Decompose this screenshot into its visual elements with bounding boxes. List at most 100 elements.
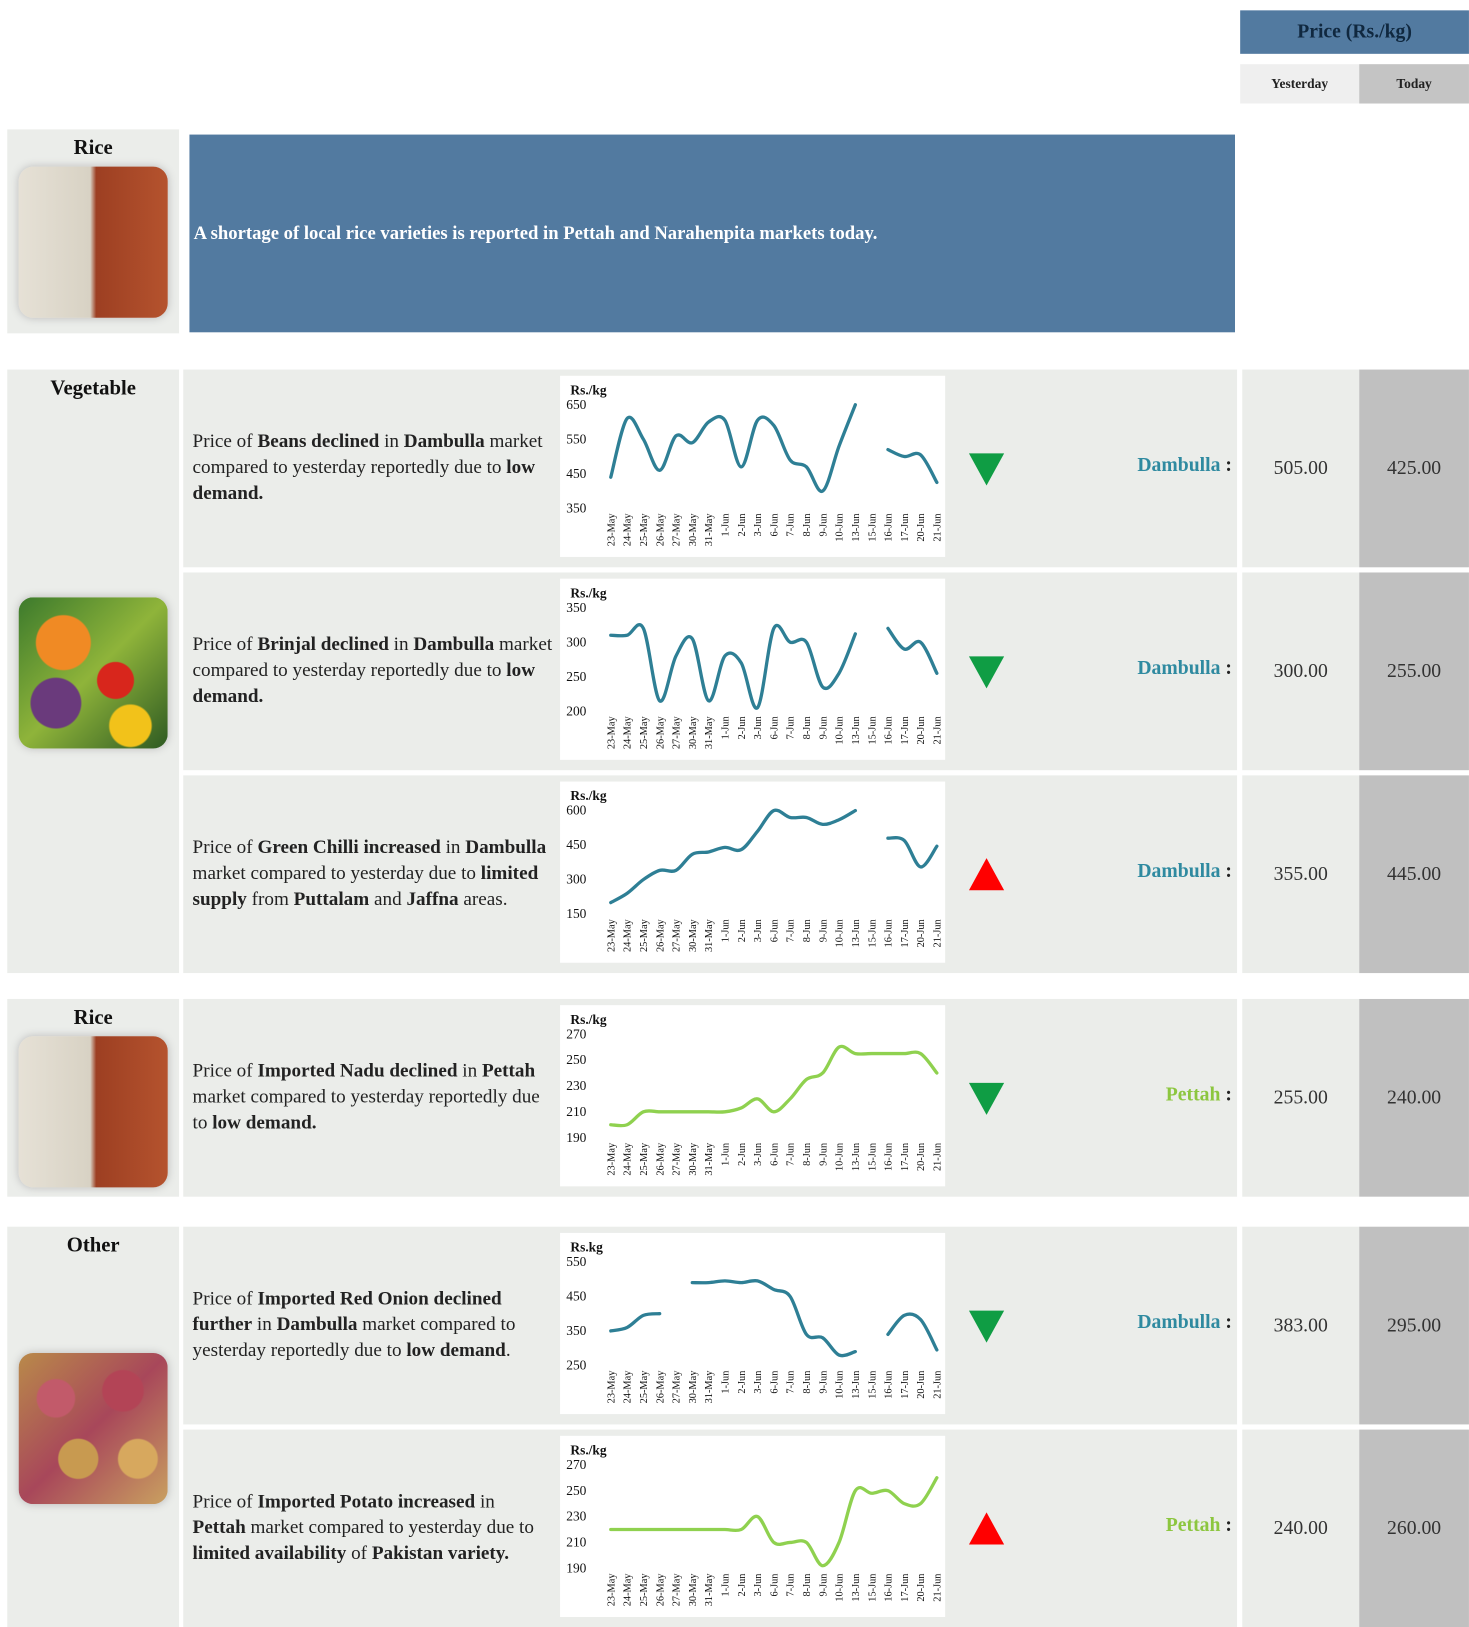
x-tick-label: 7-Jun <box>786 716 797 740</box>
market-separator: : <box>1225 454 1232 476</box>
page: Price (Rs./kg)YesterdayTodayRiceA shorta… <box>0 0 1469 1623</box>
description-text: Price of Imported Nadu declined in Petta… <box>193 1059 553 1137</box>
yesterday-price: 505.00 <box>1242 454 1359 483</box>
x-tick-label: 8-Jun <box>802 918 813 942</box>
x-tick-label: 20-Jun <box>916 1370 927 1399</box>
y-tick-label: 190 <box>566 1560 586 1575</box>
price-line <box>611 810 937 902</box>
text: Price of <box>193 635 258 656</box>
x-tick-label: 7-Jun <box>786 1370 797 1394</box>
x-tick-label: 17-Jun <box>900 918 911 947</box>
bold-text: Imported Potato increased <box>257 1492 475 1513</box>
y-axis-label: Rs./kg <box>570 1012 606 1027</box>
x-tick-label: 26-May <box>655 1370 666 1404</box>
bold-text: Green Chilli increased <box>257 837 440 858</box>
y-tick-label: 210 <box>566 1104 586 1119</box>
x-tick-label: 10-Jun <box>835 918 846 947</box>
x-tick-label: 16-Jun <box>884 716 895 745</box>
x-tick-label: 21-Jun <box>932 1142 943 1171</box>
category-image <box>19 1036 168 1187</box>
text: and <box>369 889 406 910</box>
x-tick-label: 15-Jun <box>867 513 878 542</box>
x-tick-label: 9-Jun <box>818 716 829 740</box>
bold-text: Puttalam <box>294 889 370 910</box>
x-tick-label: 23-May <box>606 513 617 547</box>
x-tick-label: 24-May <box>623 513 634 547</box>
x-tick-label: 16-Jun <box>884 918 895 947</box>
x-tick-label: 3-Jun <box>753 918 764 942</box>
x-tick-label: 21-Jun <box>932 1573 943 1602</box>
x-tick-label: 31-May <box>704 918 715 952</box>
description-text: Price of Imported Potato increased in Pe… <box>193 1490 553 1568</box>
x-tick-label: 2-Jun <box>737 1142 748 1166</box>
x-tick-label: 17-Jun <box>900 1370 911 1399</box>
x-tick-label: 21-Jun <box>932 1370 943 1399</box>
yesterday-header: Yesterday <box>1240 64 1359 103</box>
up-arrow <box>969 858 1004 890</box>
x-tick-label: 20-Jun <box>916 1142 927 1171</box>
bold-text: Imported Nadu declined <box>257 1061 457 1082</box>
x-tick-label: 24-May <box>623 918 634 952</box>
y-tick-label: 230 <box>566 1509 586 1524</box>
bold-text: Dambulla <box>277 1315 358 1336</box>
y-axis-label: Rs.kg <box>570 1240 603 1255</box>
x-tick-label: 9-Jun <box>818 1573 829 1597</box>
market-separator: : <box>1225 657 1232 679</box>
y-tick-label: 150 <box>566 906 586 921</box>
x-tick-label: 13-Jun <box>851 1142 862 1171</box>
bold-text: limited availability <box>193 1543 347 1564</box>
x-tick-label: 8-Jun <box>802 716 813 740</box>
x-tick-label: 26-May <box>655 716 666 750</box>
x-tick-label: 17-Jun <box>900 1142 911 1171</box>
x-tick-label: 10-Jun <box>835 1142 846 1171</box>
x-tick-label: 30-May <box>688 513 699 547</box>
x-tick-label: 21-Jun <box>932 716 943 745</box>
bold-text: low demand. <box>212 1113 316 1134</box>
x-tick-label: 17-Jun <box>900 513 911 542</box>
y-axis-label: Rs./kg <box>570 585 606 600</box>
y-axis-label: Rs./kg <box>570 788 606 803</box>
down-arrow <box>969 1083 1004 1115</box>
y-tick-label: 270 <box>566 1026 586 1041</box>
x-tick-label: 25-May <box>639 716 650 750</box>
y-tick-label: 250 <box>566 1358 586 1373</box>
x-tick-label: 26-May <box>655 1573 666 1607</box>
today-header: Today <box>1359 64 1469 103</box>
x-tick-label: 30-May <box>688 1573 699 1607</box>
y-tick-label: 650 <box>566 397 586 412</box>
yesterday-price: 255.00 <box>1242 1084 1359 1113</box>
x-tick-label: 2-Jun <box>737 716 748 740</box>
x-tick-label: 6-Jun <box>769 918 780 942</box>
x-tick-label: 20-Jun <box>916 1573 927 1602</box>
price-line <box>611 1046 937 1125</box>
text: from <box>247 889 294 910</box>
description: Price of Beans declined in Dambulla mark… <box>193 370 553 568</box>
x-tick-label: 2-Jun <box>737 918 748 942</box>
y-tick-label: 190 <box>566 1130 586 1145</box>
category-title: Vegetable <box>7 374 179 403</box>
x-tick-label: 8-Jun <box>802 1573 813 1597</box>
bold-text: Dambulla <box>413 635 494 656</box>
market: Pettah : <box>1025 1514 1232 1543</box>
y-tick-label: 270 <box>566 1457 586 1472</box>
market: Dambulla : <box>1025 657 1232 686</box>
trend-arrow <box>968 1081 1005 1116</box>
text: in <box>441 837 465 858</box>
x-tick-label: 7-Jun <box>786 513 797 537</box>
x-tick-label: 8-Jun <box>802 1370 813 1394</box>
x-tick-label: 13-Jun <box>851 1370 862 1399</box>
text: Price of <box>193 1289 258 1310</box>
y-tick-label: 250 <box>566 1052 586 1067</box>
y-tick-label: 350 <box>566 600 586 615</box>
x-tick-label: 3-Jun <box>753 1370 764 1394</box>
bold-text: Dambulla <box>404 432 485 453</box>
bold-text: Pakistan variety. <box>372 1543 509 1564</box>
description-text: Price of Imported Red Onion declined fur… <box>193 1287 553 1365</box>
x-tick-label: 13-Jun <box>851 513 862 542</box>
x-tick-label: 23-May <box>606 1142 617 1176</box>
x-tick-label: 31-May <box>704 513 715 547</box>
x-tick-label: 23-May <box>606 716 617 750</box>
x-tick-label: 24-May <box>623 1142 634 1176</box>
y-tick-label: 250 <box>566 669 586 684</box>
x-tick-label: 2-Jun <box>737 1573 748 1597</box>
